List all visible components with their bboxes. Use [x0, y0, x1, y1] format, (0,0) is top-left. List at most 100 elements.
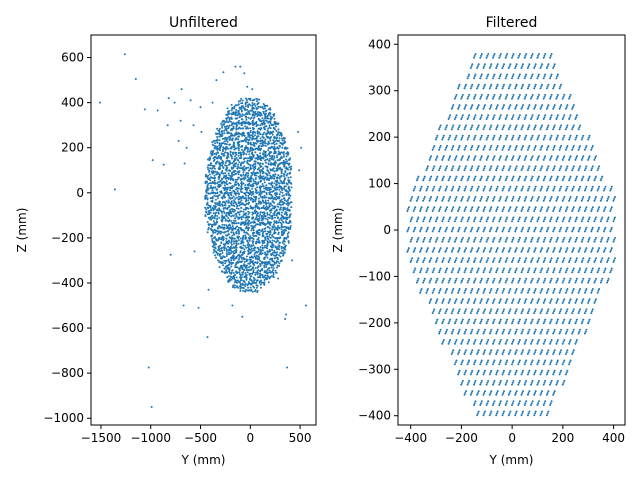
scatter-point [537, 298, 540, 301]
scatter-point [582, 236, 585, 239]
scatter-point [435, 218, 438, 221]
scatter-point [544, 257, 547, 260]
scatter-point [489, 371, 492, 374]
scatter-point [565, 330, 568, 333]
scatter-point [238, 119, 240, 122]
scatter-point [434, 281, 437, 284]
scatter-point [471, 267, 474, 270]
scatter-point [493, 277, 496, 280]
scatter-point [219, 201, 221, 203]
scatter-point [271, 239, 274, 242]
scatter-point [511, 402, 514, 405]
scatter-point [553, 310, 555, 313]
scatter-point [264, 227, 267, 230]
scatter-point [284, 185, 287, 188]
scatter-point [442, 259, 444, 262]
scatter-point [511, 322, 513, 325]
scatter-point [241, 195, 244, 198]
scatter-point [263, 104, 266, 107]
scatter-point [209, 187, 212, 190]
scatter-point [243, 276, 246, 278]
scatter-point [254, 177, 257, 180]
scatter-point [259, 170, 262, 173]
scatter-point [226, 159, 229, 162]
scatter-point [503, 247, 505, 250]
scatter-point [238, 269, 241, 272]
scatter-point [476, 414, 479, 417]
scatter-point [277, 225, 280, 227]
scatter-point [549, 342, 552, 345]
scatter-point [248, 289, 251, 292]
scatter-point [515, 226, 518, 229]
scatter-point [540, 310, 543, 313]
scatter-point [544, 318, 547, 321]
scatter-point [262, 121, 265, 124]
scatter-point [240, 115, 243, 118]
scatter-point [221, 235, 224, 238]
scatter-point [561, 383, 564, 386]
scatter-point [528, 226, 531, 229]
scatter-point [204, 210, 207, 213]
scatter-point [243, 290, 246, 293]
scatter-point [531, 400, 534, 403]
scatter-point [523, 322, 526, 325]
scatter-point [553, 349, 556, 352]
scatter-point [527, 351, 530, 354]
scatter-point [492, 300, 495, 302]
scatter-point [274, 180, 277, 183]
scatter-point [484, 267, 486, 270]
scatter-point [243, 248, 246, 251]
scatter-point [562, 279, 565, 282]
scatter-point [173, 101, 176, 104]
scatter-point [235, 222, 238, 225]
scatter-point [428, 220, 431, 223]
scatter-point [550, 318, 553, 321]
scatter-point [257, 105, 260, 108]
scatter-point [231, 162, 234, 165]
scatter-point [257, 135, 260, 138]
scatter-point [588, 277, 591, 280]
scatter-point [487, 359, 490, 362]
scatter-point [265, 196, 268, 199]
scatter-point [277, 258, 279, 261]
scatter-point [464, 310, 467, 313]
scatter-point [278, 203, 281, 206]
scatter-point [200, 130, 203, 133]
scatter-point [281, 230, 283, 233]
scatter-point [250, 156, 253, 158]
scatter-point [533, 353, 536, 355]
scatter-point [549, 218, 552, 221]
scatter-point [225, 200, 228, 203]
scatter-point [508, 392, 511, 394]
scatter-point [259, 251, 262, 254]
scatter-point [263, 283, 266, 286]
scatter-point [431, 291, 434, 294]
scatter-point [245, 194, 247, 197]
scatter-point [537, 402, 540, 405]
scatter-point [248, 121, 251, 124]
scatter-point [227, 199, 230, 202]
scatter-point [587, 300, 590, 302]
scatter-point [245, 212, 247, 215]
scatter-point [563, 277, 566, 280]
scatter-point [216, 209, 219, 212]
scatter-point [597, 269, 600, 272]
scatter-point [492, 218, 495, 221]
scatter-point [204, 214, 207, 217]
scatter-point [214, 145, 217, 148]
scatter-point [254, 290, 256, 293]
scatter-point [496, 226, 499, 229]
scatter-point [476, 208, 479, 211]
scatter-point [252, 276, 255, 279]
scatter-point [287, 199, 289, 201]
scatter-point [147, 366, 150, 369]
scatter-point [476, 228, 479, 231]
scatter-point [582, 318, 585, 321]
scatter-point [534, 349, 537, 352]
scatter-point [289, 225, 292, 227]
scatter-point [236, 187, 239, 190]
scatter-point [221, 172, 224, 175]
scatter-point [273, 251, 276, 254]
scatter-point [223, 226, 226, 229]
scatter-point [237, 109, 240, 112]
